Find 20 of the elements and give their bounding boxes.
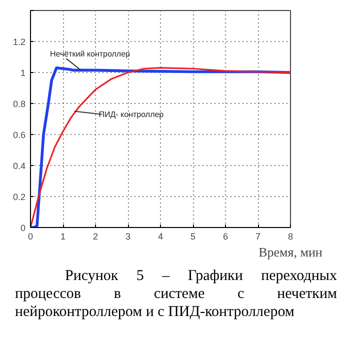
x-tick-label: 1 bbox=[60, 232, 66, 242]
x-tick-label: 0 bbox=[28, 232, 34, 242]
x-tick-label: 2 bbox=[92, 232, 98, 242]
y-tick-label: 0.8 bbox=[12, 99, 26, 109]
y-tick-label: 0 bbox=[20, 223, 26, 233]
x-tick-label: 3 bbox=[125, 232, 131, 242]
y-tick-label: 1.2 bbox=[12, 37, 26, 47]
x-tick-label: 7 bbox=[255, 232, 261, 242]
x-tick-label: 5 bbox=[190, 232, 196, 242]
x-axis-title: Время, мин bbox=[258, 244, 322, 260]
y-tick-label: 0.4 bbox=[12, 161, 26, 171]
x-tick-label: 8 bbox=[288, 232, 294, 242]
y-tick-label: 0.6 bbox=[12, 130, 26, 140]
text: ПИД- контроллер bbox=[98, 110, 164, 119]
y-tick-label: 1 bbox=[20, 68, 26, 78]
text: Рисунок 5 – Графики переходных процессов в системе с нечетким нейроконтроллером и с ПИД-контроллером bbox=[15, 267, 337, 321]
series-label: Нечёткий контроллер bbox=[50, 50, 131, 59]
y-tick-label: 0.2 bbox=[12, 192, 26, 202]
x-tick-label: 6 bbox=[222, 232, 228, 242]
x-tick-label: 4 bbox=[158, 232, 164, 242]
